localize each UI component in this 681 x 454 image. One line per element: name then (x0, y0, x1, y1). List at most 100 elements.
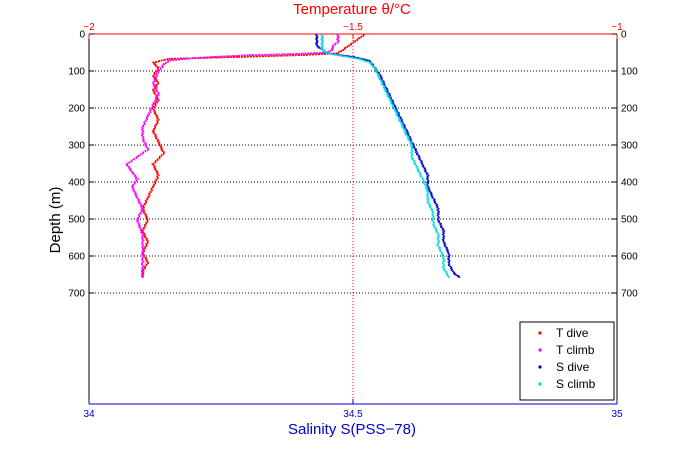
data-point (144, 150, 147, 153)
data-point (316, 42, 319, 44)
data-point (338, 51, 340, 54)
data-point (305, 54, 308, 56)
data-point (442, 253, 444, 256)
data-point (155, 61, 157, 63)
data-point (364, 60, 367, 63)
data-point (145, 142, 147, 145)
data-point (156, 121, 159, 123)
bottom-tick-label: 35 (611, 409, 623, 420)
data-point (436, 205, 439, 208)
data-point (166, 58, 168, 61)
data-point (369, 62, 371, 65)
data-point (437, 245, 440, 248)
data-point (146, 114, 149, 116)
data-point (191, 57, 193, 60)
data-point (134, 192, 136, 195)
data-point (358, 37, 361, 40)
data-point (448, 254, 451, 257)
data-point (246, 55, 249, 58)
data-point (426, 179, 429, 181)
data-point (145, 243, 147, 245)
data-point (136, 221, 139, 223)
data-point (151, 189, 153, 192)
data-point (352, 57, 354, 59)
data-point (348, 56, 351, 59)
data-point (442, 258, 445, 260)
data-point (143, 236, 146, 238)
data-point (431, 219, 433, 221)
data-point (140, 209, 143, 212)
data-point (415, 151, 417, 153)
data-point (138, 223, 141, 225)
data-point (155, 116, 158, 118)
data-point (398, 119, 400, 122)
data-point (381, 77, 383, 80)
data-point (320, 53, 323, 55)
data-point (152, 106, 154, 108)
data-point (359, 58, 362, 61)
data-point (185, 57, 188, 60)
data-point (140, 228, 143, 231)
data-point (411, 157, 414, 159)
data-point (156, 81, 159, 83)
data-point (322, 51, 324, 54)
data-point (336, 36, 339, 39)
data-point (147, 240, 149, 242)
data-point (317, 46, 320, 49)
data-point (412, 143, 415, 145)
data-point (152, 88, 154, 91)
data-point (128, 167, 130, 169)
data-point (147, 196, 150, 199)
data-point (149, 190, 152, 193)
data-point (215, 56, 217, 59)
data-point (366, 59, 369, 61)
data-point (437, 219, 439, 221)
data-point (154, 127, 157, 129)
data-point (437, 213, 440, 216)
data-point (151, 104, 154, 106)
data-point (285, 54, 288, 57)
data-point (216, 55, 219, 58)
data-point (145, 116, 148, 119)
data-point (423, 168, 426, 171)
data-point (139, 212, 142, 215)
data-point (146, 117, 148, 120)
data-point (153, 91, 156, 94)
data-point (226, 56, 229, 59)
data-point (419, 157, 421, 160)
data-point (405, 130, 408, 132)
data-point (134, 175, 136, 178)
legend: T dive T climb S dive S climb (519, 321, 615, 401)
data-point (438, 234, 440, 237)
data-point (133, 190, 136, 193)
data-point (157, 60, 160, 63)
data-point (321, 34, 323, 37)
data-point (342, 49, 344, 52)
data-point (362, 35, 365, 37)
data-point (419, 175, 421, 177)
data-point (316, 39, 318, 42)
data-point (381, 82, 384, 85)
data-point (413, 147, 416, 149)
data-point (453, 271, 456, 274)
data-point (412, 146, 415, 148)
data-point (408, 139, 411, 142)
data-point (426, 172, 429, 175)
data-point (452, 270, 454, 273)
data-point (146, 197, 148, 200)
data-point (441, 254, 444, 257)
data-point (384, 90, 386, 93)
data-point (422, 180, 424, 182)
data-point (133, 181, 136, 183)
data-point (442, 234, 445, 237)
data-point (445, 248, 448, 250)
data-point (154, 64, 157, 67)
data-point (156, 79, 158, 81)
data-point (141, 234, 143, 237)
data-point (156, 170, 159, 173)
data-point (422, 179, 425, 181)
data-point (138, 226, 140, 228)
data-point (446, 273, 449, 275)
data-point (320, 43, 323, 45)
